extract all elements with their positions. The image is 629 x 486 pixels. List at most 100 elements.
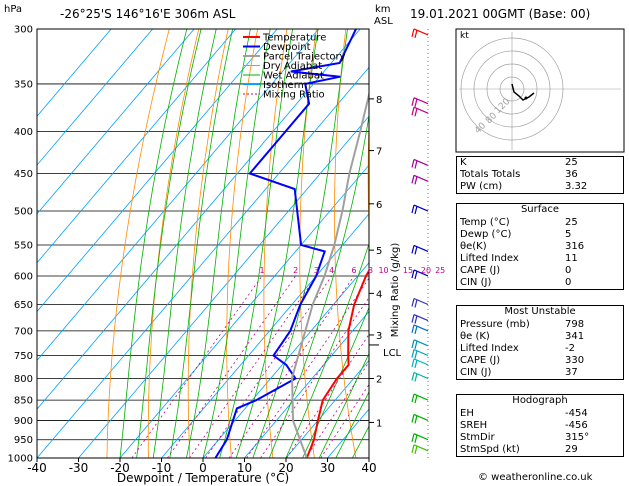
mu-theta-value: 341	[565, 331, 585, 342]
isotherm--80	[37, 29, 236, 264]
pressure-tick-500: 500	[14, 207, 33, 218]
mu-li-row: Lifted Index -2	[457, 343, 623, 355]
lcl-label: LCL	[383, 348, 402, 359]
dry-adiabat-250	[106, 29, 170, 458]
wind-barb-flag-15	[411, 393, 415, 403]
wind-barb-flag-14	[411, 372, 415, 381]
mu-pressure-value: 798	[565, 319, 585, 330]
pressure-tick-700: 700	[14, 326, 33, 337]
mixing-ratio-label-6: 6	[352, 266, 357, 275]
wind-barb-flag2-4	[414, 176, 418, 185]
wind-barb-15	[413, 393, 429, 401]
wet-adiabat-8	[235, 29, 319, 458]
mixing-ratio-label-3: 3	[314, 266, 319, 275]
mixing-ratio-label-8: 8	[368, 266, 373, 275]
wet-adiabat--20	[119, 29, 188, 458]
pressure-tick-300: 300	[14, 25, 33, 36]
wind-barb-flag2-17	[414, 434, 418, 443]
series-parcel-trajectory	[291, 90, 369, 458]
legend-entry-temperature: Temperature	[262, 33, 326, 44]
stmdir-row: StmDir 315°	[457, 432, 623, 444]
pressure-tick-1000: 1000	[8, 454, 33, 465]
pressure-tick-650: 650	[14, 300, 33, 311]
isotherm-20	[285, 359, 369, 458]
wind-barb-12	[413, 348, 429, 357]
mu-cin-value: 37	[565, 367, 578, 378]
wet-adiabat--12	[152, 29, 217, 458]
wind-barb-flag2-18	[414, 445, 418, 454]
wind-barb-9	[413, 314, 429, 322]
surface-cape-label: CAPE (J)	[460, 265, 501, 276]
wind-barb-flag-11	[411, 339, 415, 349]
km-tick-7: 7	[376, 147, 382, 158]
mu-cin-label: CIN (J)	[460, 367, 492, 378]
wind-barb-flag-12	[411, 349, 415, 358]
mixing-ratio-label-25: 25	[435, 266, 445, 275]
wind-barb-flag-7	[411, 269, 415, 279]
mixing-ratio-line-4	[205, 275, 333, 458]
hodograph-stats-panel: Hodograph EH -454 SREH -456 StmDir 315° Stm…	[456, 394, 624, 457]
surface-theta-row: θe(K) 316	[457, 241, 623, 253]
wind-barb-flag2-3	[414, 160, 418, 169]
pw-value: 3.32	[565, 181, 588, 192]
stmspd-label: StmSpd (kt)	[460, 444, 520, 455]
mu-theta-label: θe (K)	[460, 331, 490, 342]
legend-entry-dry-adiabat: Dry Adiabat	[263, 61, 322, 72]
copyright-text[interactable]: © weatheronline.co.uk	[478, 472, 593, 483]
mixing-ratio-line-3	[189, 275, 317, 458]
pw-label: PW (cm)	[460, 181, 503, 192]
surface-li-label: Lifted Index	[460, 253, 519, 264]
wind-barb-flag2-15	[414, 394, 418, 404]
most-unstable-panel: Most Unstable Pressure (mb) 798 θe (K) 341…	[456, 305, 624, 380]
wind-barb-6	[413, 244, 429, 252]
wet-adiabat-16	[269, 113, 369, 458]
km-tick-6: 6	[376, 200, 382, 211]
totals-totals-value: 36	[565, 169, 578, 180]
wind-barb-4	[413, 174, 429, 182]
surface-temp-row: Temp (°C) 25	[457, 217, 623, 229]
surface-dewp-label: Dewp (°C)	[460, 229, 512, 240]
k-index-value: 25	[565, 157, 578, 168]
x-tick-40: 40	[361, 461, 376, 475]
hpa-label: hPa	[4, 4, 23, 15]
surface-temp-label: Temp (°C)	[460, 217, 510, 228]
isotherm--10	[161, 213, 369, 458]
mixing-ratio-label-2: 2	[293, 266, 298, 275]
sreh-value: -456	[565, 420, 588, 431]
wet-adiabat-0	[202, 29, 271, 458]
series-dewpoint	[214, 29, 357, 458]
x-tick--10: -10	[152, 461, 172, 475]
stmspd-row: StmSpd (kt) 29	[457, 444, 623, 456]
totals-totals-row: Totals Totals 36	[457, 169, 623, 181]
mixing-ratio-line-8	[246, 277, 369, 458]
wind-barb-flag2-7	[414, 270, 418, 280]
isotherm--100	[37, 29, 153, 166]
wind-barb-16	[413, 413, 429, 422]
wind-barb-5	[413, 204, 429, 212]
wind-barb-flag2-6	[414, 246, 418, 255]
wet-adiabat--16	[136, 29, 202, 458]
totals-totals-label: Totals Totals	[460, 169, 521, 180]
pressure-tick-400: 400	[14, 127, 33, 138]
isotherm--90	[37, 29, 195, 215]
legend-entry-dewpoint: Dewpoint	[263, 42, 311, 53]
mixing-ratio-line-20	[305, 361, 369, 458]
wet-adiabat-32	[335, 390, 369, 458]
pressure-tick-350: 350	[14, 79, 33, 90]
wet-adiabat-24	[302, 306, 369, 458]
mu-cape-label: CAPE (J)	[460, 355, 501, 366]
x-tick-20: 20	[278, 461, 293, 475]
wet-adiabat-4	[219, 29, 293, 458]
mixing-ratio-label-1: 1	[259, 266, 264, 275]
isotherm--110	[37, 29, 112, 117]
km-tick-3: 3	[376, 331, 382, 342]
wind-barb-18	[413, 444, 429, 452]
wet-adiabat--8	[169, 29, 233, 458]
mu-pressure-row: Pressure (mb) 798	[457, 319, 623, 331]
wind-barb-17	[413, 433, 429, 441]
stmspd-value: 29	[565, 444, 578, 455]
wet-adiabat-28	[318, 352, 369, 458]
stmdir-label: StmDir	[460, 432, 495, 443]
